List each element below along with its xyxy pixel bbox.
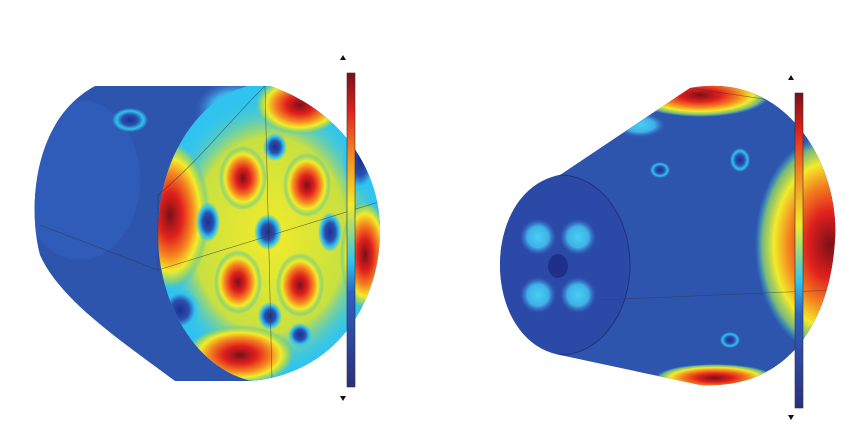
down-triangle-icon — [340, 396, 346, 401]
left-simulation-plot — [34, 55, 381, 401]
up-triangle-icon — [340, 55, 346, 60]
left-colorbar — [346, 72, 356, 388]
down-triangle-icon — [788, 415, 794, 420]
right-simulation-plot — [500, 75, 836, 420]
right-colorbar — [794, 92, 804, 409]
up-triangle-icon — [788, 75, 794, 80]
